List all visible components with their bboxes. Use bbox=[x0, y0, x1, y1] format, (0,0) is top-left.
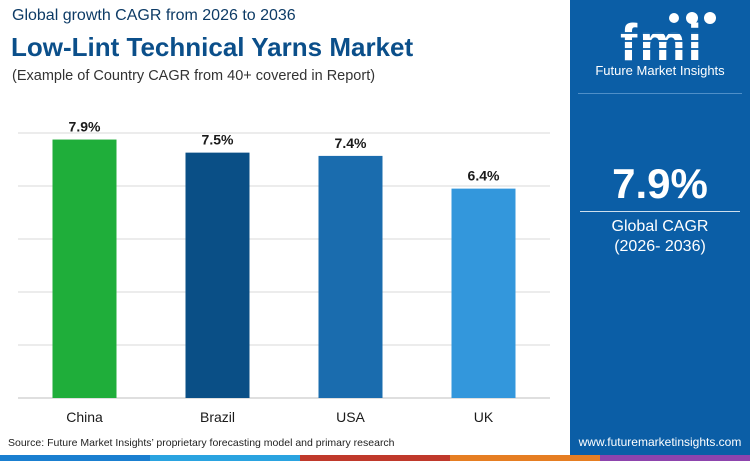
data-label: 6.4% bbox=[468, 168, 500, 184]
data-label: 7.5% bbox=[202, 132, 234, 148]
bar-china bbox=[52, 139, 117, 398]
bar-usa bbox=[318, 155, 383, 398]
chart-note: (Example of Country CAGR from 40+ covere… bbox=[12, 68, 376, 84]
bar-chart: 7.9% China 7.5% Brazil 7.4% USA 6.4% UK bbox=[18, 119, 550, 425]
data-label: 7.9% bbox=[69, 119, 101, 135]
bar-brazil bbox=[185, 152, 250, 398]
divider bbox=[578, 93, 742, 94]
website-link[interactable]: www.futuremarketinsights.com bbox=[578, 435, 742, 449]
strip-segment bbox=[150, 455, 301, 461]
strip-segment bbox=[600, 455, 750, 461]
data-label: 7.4% bbox=[335, 135, 367, 151]
bar-uk bbox=[451, 188, 516, 398]
sidebar-panel: fmi Future Market Insights 7.9% Global C… bbox=[570, 0, 750, 461]
fmi-logo: fmi bbox=[598, 12, 726, 72]
x-tick-label: UK bbox=[474, 409, 494, 425]
chart-title: Low-Lint Technical Yarns Market bbox=[11, 32, 414, 62]
color-strip bbox=[0, 455, 750, 461]
strip-segment bbox=[0, 455, 151, 461]
x-tick-label: China bbox=[66, 409, 103, 425]
x-tick-label: USA bbox=[336, 409, 365, 425]
kpi-label: Global CAGR bbox=[611, 218, 709, 235]
globe-icon bbox=[669, 12, 716, 24]
kpi-period: (2026- 2036) bbox=[614, 238, 706, 255]
strip-segment bbox=[450, 455, 601, 461]
source-note: Source: Future Market Insights’ propriet… bbox=[8, 437, 395, 449]
x-tick-label: Brazil bbox=[200, 409, 235, 425]
kpi-value: 7.9% bbox=[612, 160, 708, 207]
chart-panel: Global growth CAGR from 2026 to 2036 Low… bbox=[8, 7, 550, 449]
kpi-divider bbox=[580, 211, 740, 212]
chart-subtitle: Global growth CAGR from 2026 to 2036 bbox=[12, 7, 296, 24]
strip-segment bbox=[300, 455, 451, 461]
logo-letters: fmi bbox=[620, 14, 704, 72]
brand-name: Future Market Insights bbox=[595, 63, 725, 78]
